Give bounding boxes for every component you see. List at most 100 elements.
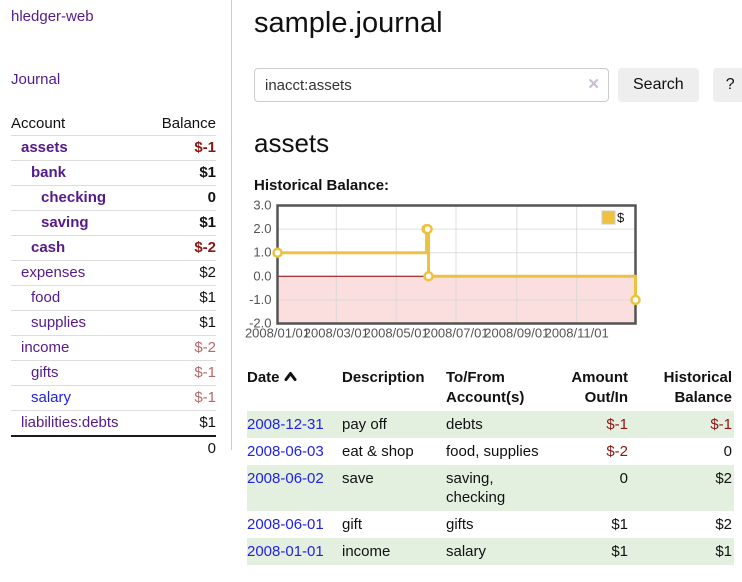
register-cell-amount: $-2 (606, 443, 628, 460)
account-link[interactable]: salary (31, 389, 72, 406)
account-row: liabilities:debts $1 (11, 410, 216, 435)
search-input-wrap: ✕ (254, 68, 609, 102)
account-balance: $-1 (194, 389, 216, 406)
y-axis-tick-label: -1.0 (249, 292, 271, 307)
register-cell-accounts: food, supplies (446, 443, 539, 460)
clear-search-icon[interactable]: ✕ (587, 76, 600, 93)
account-link[interactable]: cash (31, 239, 66, 256)
register-header-date[interactable]: Date (247, 365, 342, 411)
account-row: food $1 (11, 285, 216, 310)
transaction-date-link[interactable]: 2008-06-03 (247, 443, 324, 460)
account-link[interactable]: supplies (31, 314, 87, 331)
historical-balance-chart: $3.0 2.0 1.0 0.0 -1.0 -2.0 2008/01/01 2008/03/0… (244, 198, 664, 343)
register-cell-date: 2008-06-03 (247, 438, 342, 465)
account-link[interactable]: checking (41, 189, 107, 206)
account-row: salary $-1 (11, 385, 216, 410)
account-link[interactable]: assets (21, 139, 68, 156)
register-header-row: Date Description To/From Account(s) Amou… (247, 365, 734, 411)
account-link[interactable]: bank (31, 164, 67, 181)
transaction-date-link[interactable]: 2008-01-01 (247, 543, 324, 560)
main-content: sample.journal ✕ Search ? assets Histori… (232, 0, 742, 582)
sort-ascending-icon (284, 368, 297, 388)
account-link[interactable]: food (31, 289, 61, 306)
account-row: income $-2 (11, 335, 216, 360)
register-cell-accounts: salary (446, 543, 487, 560)
register-row: 2008-12-31 pay off debts $-1 $-1 (247, 411, 734, 438)
x-axis-tick-label: 2008/01/01 (245, 326, 310, 341)
search-button[interactable]: Search (618, 68, 699, 102)
x-axis-tick-label: 2008/07/01 (423, 326, 488, 341)
register-cell-amount: $-1 (606, 416, 628, 433)
account-balance: $1 (199, 414, 216, 431)
account-balance: $-2 (194, 339, 216, 356)
sidebar-item-journal[interactable]: Journal (11, 71, 61, 88)
register-cell-balance: 0 (723, 443, 732, 460)
register-cell-accounts: saving, checking (446, 470, 506, 506)
y-axis-tick-label: 0.0 (253, 268, 271, 283)
data-point-marker (272, 247, 283, 258)
register-cell-description: gift (342, 516, 363, 533)
sidebar: hledger-web Journal Account Balance asse… (0, 0, 232, 457)
register-header-description: Description (342, 369, 425, 386)
register-cell-amount: $1 (611, 516, 628, 533)
register-cell-accounts: gifts (446, 516, 474, 533)
register-row: 2008-06-02 save saving, checking 0 $2 (247, 465, 734, 511)
data-point-marker (630, 294, 641, 306)
account-balance: $2 (199, 264, 216, 281)
x-axis-tick-label: 2008/05/01 (364, 326, 429, 341)
y-axis-tick-label: -2.0 (249, 316, 271, 331)
transaction-date-link[interactable]: 2008-06-01 (247, 516, 324, 533)
account-link[interactable]: income (21, 339, 70, 356)
transaction-date-link[interactable]: 2008-06-02 (247, 470, 324, 487)
register-cell-description: income (342, 543, 391, 560)
register-row: 2008-01-01 income salary $1 $1 (247, 538, 734, 565)
account-balance: $-1 (194, 364, 216, 381)
register-cell-date: 2008-06-01 (247, 511, 342, 538)
account-row: expenses $2 (11, 260, 216, 285)
register-cell-date: 2008-01-01 (247, 538, 342, 565)
legend-swatch (601, 210, 616, 225)
register-cell-description: eat & shop (342, 443, 414, 460)
register-cell-date: 2008-12-31 (247, 411, 342, 438)
account-link[interactable]: gifts (31, 364, 59, 381)
legend-label: $ (617, 210, 625, 225)
page-title: sample.journal (254, 7, 443, 39)
register-row: 2008-06-03 eat & shop food, supplies $-2 0 (247, 438, 734, 465)
account-balance: 0 (207, 189, 216, 206)
account-row: saving $1 (11, 210, 216, 235)
data-point-marker (422, 223, 433, 235)
help-button[interactable]: ? (712, 68, 742, 102)
x-axis-tick-label: 2008/09/01 (484, 326, 549, 341)
register-table: Date Description To/From Account(s) Amou… (247, 365, 734, 565)
register-cell-description: save (342, 470, 374, 487)
account-row: checking 0 (11, 185, 216, 210)
x-axis-tick-label: 2008/03/01 (304, 326, 369, 341)
account-link[interactable]: liabilities:debts (21, 414, 119, 431)
account-heading: assets (254, 128, 330, 158)
search-form: ✕ Search ? (254, 68, 742, 102)
y-axis-tick-label: 1.0 (253, 245, 271, 260)
accounts-table-header: Account Balance (11, 112, 216, 135)
accounts-table: Account Balance assets $-1 bank $1 checking 0… (11, 112, 216, 460)
app-brand-link[interactable]: hledger-web (11, 8, 94, 25)
account-balance: $1 (199, 214, 216, 231)
register-header-amount: Amount Out/In (571, 369, 628, 406)
register-cell-accounts: debts (446, 416, 483, 433)
accounts-header-account: Account (11, 115, 66, 132)
sidebar-nav: Journal (11, 71, 215, 89)
register-row: 2008-06-01 gift gifts $1 $2 (247, 511, 734, 538)
account-link[interactable]: saving (41, 214, 89, 231)
plot-border (276, 204, 637, 325)
accounts-total-value: 0 (207, 440, 216, 457)
account-row: cash $-2 (11, 235, 216, 260)
account-link[interactable]: expenses (21, 264, 86, 281)
accounts-header-balance: Balance (161, 115, 216, 132)
transaction-date-link[interactable]: 2008-12-31 (247, 416, 324, 433)
account-balance: $1 (199, 289, 216, 306)
register-cell-balance: $1 (715, 543, 732, 560)
search-input[interactable] (254, 68, 609, 102)
register-cell-amount: $1 (611, 543, 628, 560)
account-row: gifts $-1 (11, 360, 216, 385)
y-axis-tick-label: 3.0 (253, 198, 271, 213)
